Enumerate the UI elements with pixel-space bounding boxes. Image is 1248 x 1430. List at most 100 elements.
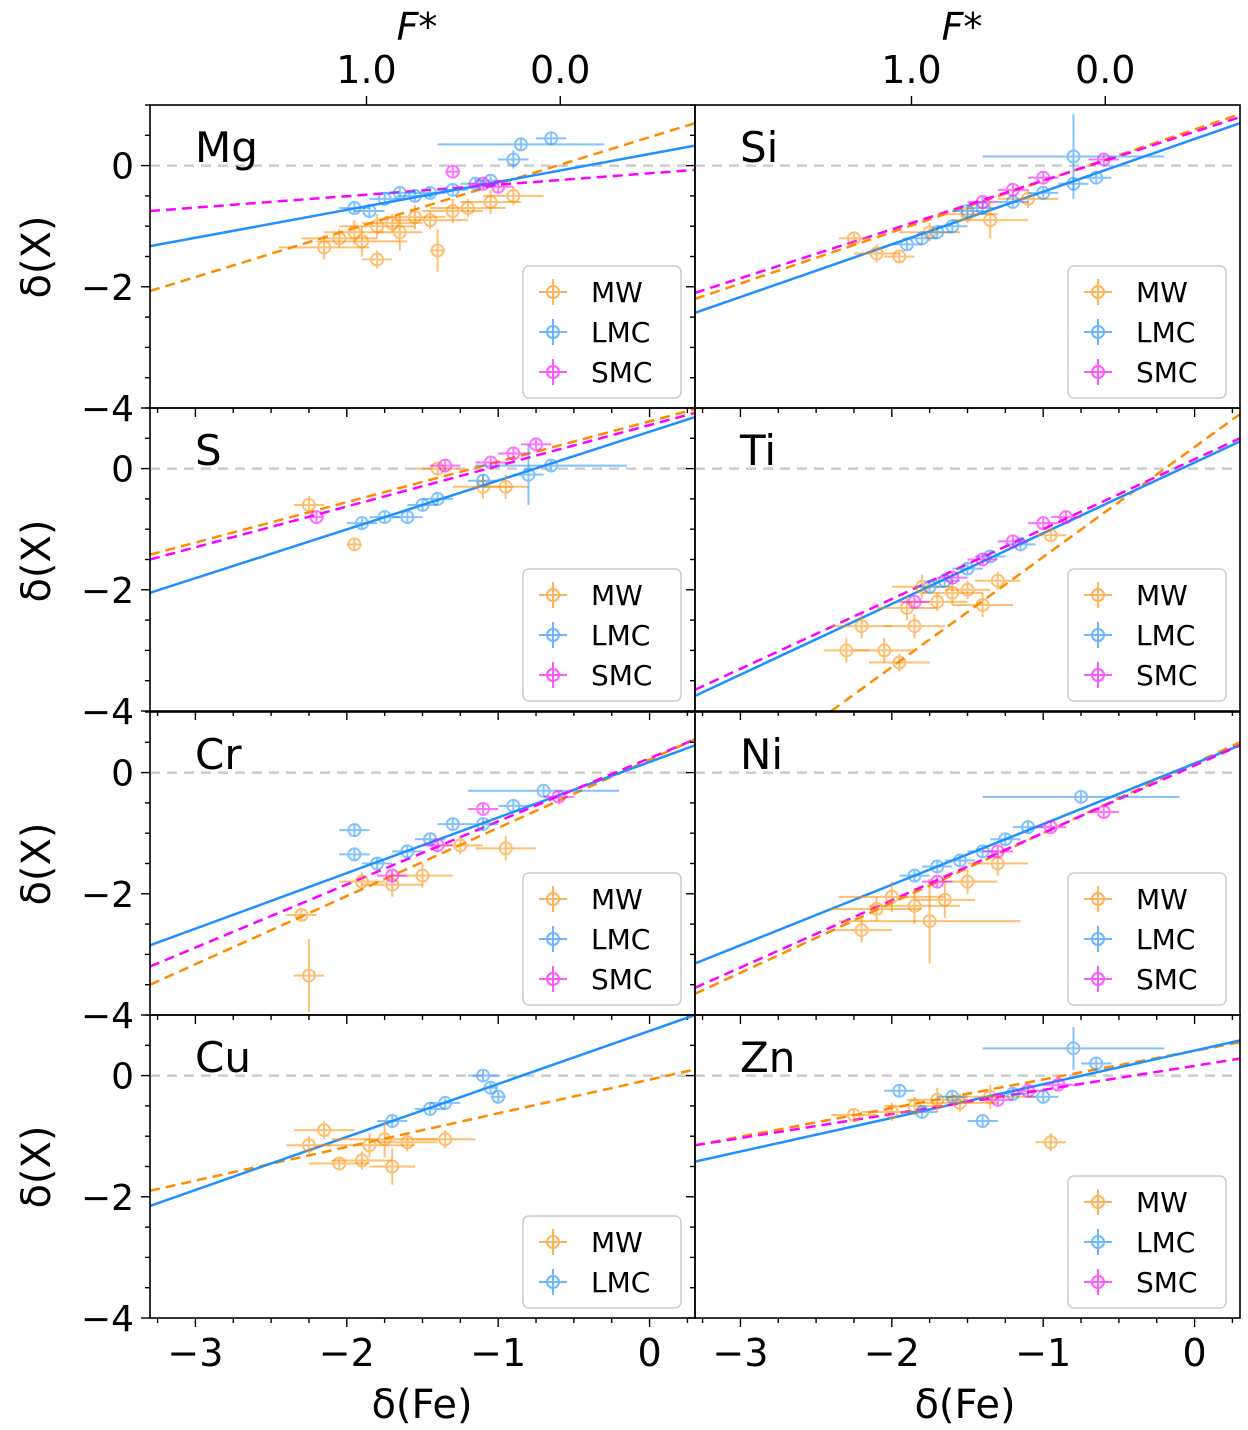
legend-cu: MW LMC bbox=[522, 1215, 682, 1309]
data-point-lmc bbox=[536, 131, 567, 146]
marker bbox=[930, 874, 945, 889]
legend-label-lmc: LMC bbox=[591, 923, 650, 956]
marker bbox=[385, 1159, 400, 1174]
legend-handle-marker bbox=[1091, 932, 1105, 946]
plot-area-ni bbox=[695, 741, 1240, 995]
x-tick-label: −1 bbox=[470, 1331, 526, 1375]
fit-line-mw bbox=[150, 738, 695, 986]
data-point-lmc bbox=[392, 510, 423, 525]
data-point-lmc bbox=[952, 561, 983, 576]
marker bbox=[423, 213, 438, 228]
data-point-mw bbox=[346, 537, 362, 552]
legend-ti: MW LMC SMC bbox=[1067, 568, 1227, 702]
data-point-lmc bbox=[396, 188, 434, 203]
data-point-mw bbox=[293, 939, 325, 1012]
legend-handle-marker bbox=[546, 1275, 560, 1289]
data-point-lmc bbox=[982, 1027, 1165, 1070]
data-point-lmc bbox=[1028, 185, 1059, 200]
data-point-lmc bbox=[467, 473, 499, 488]
legend-box bbox=[522, 872, 682, 1006]
data-point-lmc bbox=[490, 1089, 506, 1104]
marker bbox=[423, 185, 438, 200]
marker bbox=[975, 194, 990, 209]
marker bbox=[1021, 1083, 1036, 1098]
marker bbox=[332, 1156, 347, 1171]
x-tick-label: 0 bbox=[637, 1331, 661, 1375]
data-point-mw bbox=[483, 474, 529, 499]
fit-line-mw bbox=[150, 408, 695, 556]
y-tick-label: 0 bbox=[111, 754, 134, 795]
data-point-smc bbox=[1088, 804, 1119, 819]
marker bbox=[937, 573, 952, 588]
marker bbox=[544, 458, 559, 473]
marker bbox=[990, 1092, 1005, 1107]
marker bbox=[498, 479, 513, 494]
fit-line-mw bbox=[695, 741, 1240, 995]
marker bbox=[347, 847, 362, 862]
legend-handle-smc bbox=[539, 662, 567, 688]
marker bbox=[400, 510, 415, 525]
data-point-lmc bbox=[1081, 170, 1112, 185]
marker bbox=[1043, 528, 1058, 543]
x-tick-label: −2 bbox=[864, 1331, 920, 1375]
marker bbox=[438, 1095, 453, 1110]
legend-handle-lmc bbox=[1084, 926, 1112, 952]
legend-handle-smc bbox=[1084, 662, 1112, 688]
marker bbox=[476, 801, 491, 816]
marker bbox=[839, 643, 854, 658]
marker bbox=[438, 458, 453, 473]
fit-line-smc bbox=[150, 411, 695, 561]
marker bbox=[960, 874, 975, 889]
legend-label-smc: SMC bbox=[1136, 659, 1197, 692]
data-point-lmc bbox=[906, 231, 938, 246]
plot-area-ti bbox=[695, 413, 1240, 711]
legend-handle-marker bbox=[1091, 285, 1105, 299]
data-point-smc bbox=[982, 844, 1013, 859]
data-point-smc bbox=[498, 446, 529, 461]
y-tick-label: −2 bbox=[81, 268, 134, 309]
legend-label-mw: MW bbox=[591, 883, 643, 916]
legend-label-smc: SMC bbox=[1136, 963, 1197, 996]
marker bbox=[945, 1089, 960, 1104]
legend-label-lmc: LMC bbox=[591, 316, 650, 349]
element-label-mg: Mg bbox=[195, 123, 258, 172]
data-point-lmc bbox=[922, 859, 953, 874]
marker bbox=[1089, 170, 1104, 185]
panel-ni: Ni MW LMC SMC bbox=[686, 711, 1241, 1024]
plot-area-cu bbox=[150, 1015, 695, 1208]
data-point-mw bbox=[884, 249, 915, 264]
data-point-mw bbox=[838, 231, 870, 246]
data-point-mw bbox=[286, 908, 317, 923]
data-point-mw bbox=[392, 211, 468, 230]
marker bbox=[1043, 1135, 1058, 1150]
data-point-smc bbox=[445, 164, 461, 179]
marker bbox=[1089, 1056, 1104, 1071]
legend-handle-lmc bbox=[1084, 319, 1112, 345]
legend-label-lmc: LMC bbox=[591, 619, 650, 652]
data-point-mw bbox=[377, 1133, 438, 1152]
fit-line-smc bbox=[150, 168, 695, 213]
data-point-smc bbox=[467, 801, 499, 816]
y-tick-label: −4 bbox=[81, 996, 134, 1037]
legend-handle-marker bbox=[1091, 1235, 1105, 1249]
data-point-mw bbox=[414, 1130, 476, 1149]
legend-handle-smc bbox=[1084, 1269, 1112, 1295]
data-point-mw bbox=[975, 571, 1021, 590]
marker bbox=[445, 182, 460, 197]
marker bbox=[1043, 820, 1058, 835]
top-axis-label-left: F* bbox=[397, 5, 438, 49]
data-point-mw bbox=[876, 595, 938, 621]
legend-handle-marker bbox=[1091, 365, 1105, 379]
y-axis-label-row3: δ(X) bbox=[14, 822, 60, 905]
y-tick-label: −4 bbox=[81, 692, 134, 733]
data-point-lmc bbox=[990, 832, 1021, 847]
marker bbox=[438, 1132, 453, 1147]
marker bbox=[854, 619, 869, 634]
legend-s: MW LMC SMC bbox=[522, 568, 682, 702]
element-label-cu: Cu bbox=[195, 1033, 251, 1082]
x-tick-label: −2 bbox=[319, 1331, 375, 1375]
marker bbox=[1058, 510, 1073, 525]
legend-handle-mw bbox=[1084, 582, 1112, 608]
marker bbox=[506, 152, 521, 167]
marker bbox=[354, 234, 369, 249]
